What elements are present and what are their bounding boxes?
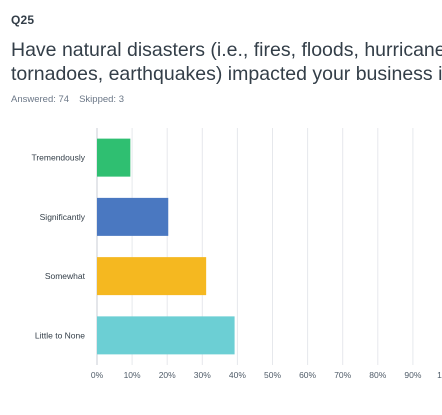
bar-tremendously <box>97 138 131 177</box>
skipped-count: Skipped: 3 <box>79 94 124 105</box>
bar-somewhat <box>97 257 207 296</box>
x-tick-label: 100% <box>437 370 442 380</box>
x-tick-label: 40% <box>229 370 246 380</box>
category-label: Little to None <box>35 330 85 340</box>
x-tick-label: 30% <box>194 370 211 380</box>
x-tick-label: 10% <box>124 370 141 380</box>
x-tick-label: 90% <box>404 370 421 380</box>
response-stats: Answered: 74 Skipped: 3 <box>11 94 124 105</box>
question-number: Q25 <box>11 13 35 27</box>
bar-significantly <box>97 197 169 236</box>
x-tick-label: 60% <box>299 370 316 380</box>
bar-little-to-none <box>97 316 235 355</box>
category-label: Somewhat <box>45 271 86 281</box>
category-label: Tremendously <box>31 153 85 163</box>
x-tick-label: 70% <box>334 370 351 380</box>
x-tick-label: 0% <box>91 370 104 380</box>
x-tick-label: 50% <box>264 370 281 380</box>
answered-count: Answered: 74 <box>11 94 70 105</box>
question-title-line-1: Have natural disasters (i.e., fires, flo… <box>11 39 442 61</box>
question-title-line-2: tornadoes, earthquakes) impacted your bu… <box>11 63 442 85</box>
question-title: Have natural disasters (i.e., fires, flo… <box>11 38 442 86</box>
category-label: Significantly <box>40 212 86 222</box>
x-tick-label: 20% <box>159 370 176 380</box>
x-tick-label: 80% <box>369 370 386 380</box>
